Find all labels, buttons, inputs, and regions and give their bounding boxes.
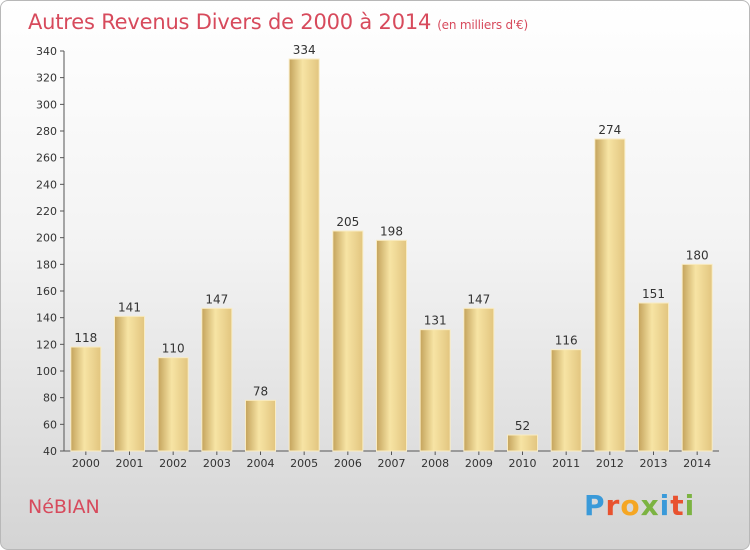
y-tick-label: 320 [36,72,57,85]
y-tick-label: 160 [36,285,57,298]
bar [288,58,320,452]
x-tick-label: 2006 [334,457,362,470]
bar [114,315,145,452]
bar-value-label: 110 [162,342,185,356]
x-tick-label: 2014 [683,457,711,470]
bar-value-label: 180 [686,248,709,262]
bar [594,138,626,452]
bar [550,349,582,452]
y-tick-label: 280 [36,125,57,138]
logo-letter: o [620,489,641,522]
y-tick-label: 340 [36,45,57,58]
y-tick-label: 300 [36,98,57,111]
commune-name: NéBIAN [28,496,100,518]
y-tick-label: 260 [36,152,57,165]
proxiti-logo: Proxiti [584,489,695,522]
x-tick-label: 2009 [465,457,493,470]
bar-value-label: 78 [253,384,268,398]
x-tick-label: 2012 [596,457,624,470]
x-tick-label: 2007 [378,457,406,470]
bar [376,239,407,452]
bar [332,230,364,452]
x-tick-label: 2013 [640,457,668,470]
chart-title: Autres Revenus Divers de 2000 à 2014 (en … [28,10,528,34]
y-tick-label: 120 [36,338,57,351]
bar-value-label: 147 [205,292,228,306]
y-tick-label: 80 [43,392,57,405]
x-tick-label: 2008 [421,457,449,470]
logo-letter: P [584,489,606,522]
bar-value-label: 205 [336,215,359,229]
logo-letter: t [670,489,685,522]
bar [681,263,713,452]
y-tick-label: 240 [36,178,57,191]
y-tick-label: 140 [36,312,57,325]
logo-letter: x [640,489,660,522]
bar [70,346,102,452]
bar-value-label: 131 [424,314,447,328]
bar-value-label: 118 [74,331,97,345]
bar [245,399,276,452]
bar-value-label: 198 [380,224,403,238]
logo-letter: r [605,489,621,522]
bar-value-label: 147 [467,292,490,306]
chart-title-text: Autres Revenus Divers de 2000 à 2014 [28,10,432,34]
chart-subtitle: (en milliers d'€) [437,18,528,32]
x-tick-label: 2011 [552,457,580,470]
y-tick-label: 60 [43,418,57,431]
bar [157,357,189,452]
bar [463,307,495,452]
y-tick-label: 100 [36,365,57,378]
y-tick-label: 180 [36,258,57,271]
bar-value-label: 274 [598,123,621,137]
x-tick-label: 2004 [247,457,275,470]
x-tick-label: 2010 [509,457,537,470]
x-tick-label: 2003 [203,457,231,470]
bar-value-label: 116 [555,334,578,348]
bar-value-label: 334 [293,43,316,57]
logo-letter: i [659,489,671,522]
x-tick-label: 2002 [159,457,187,470]
y-tick-label: 40 [43,445,57,458]
bar-value-label: 151 [642,287,665,301]
x-tick-label: 2001 [116,457,144,470]
logo-letter: i [684,489,696,522]
y-tick-label: 220 [36,205,57,218]
bar [507,434,538,452]
x-tick-label: 2000 [72,457,100,470]
bar-value-label: 52 [515,419,530,433]
bar-value-label: 141 [118,300,141,314]
y-tick-label: 200 [36,232,57,245]
x-tick-label: 2005 [290,457,318,470]
bar [419,329,451,452]
bar [638,302,669,452]
bar [201,307,233,452]
